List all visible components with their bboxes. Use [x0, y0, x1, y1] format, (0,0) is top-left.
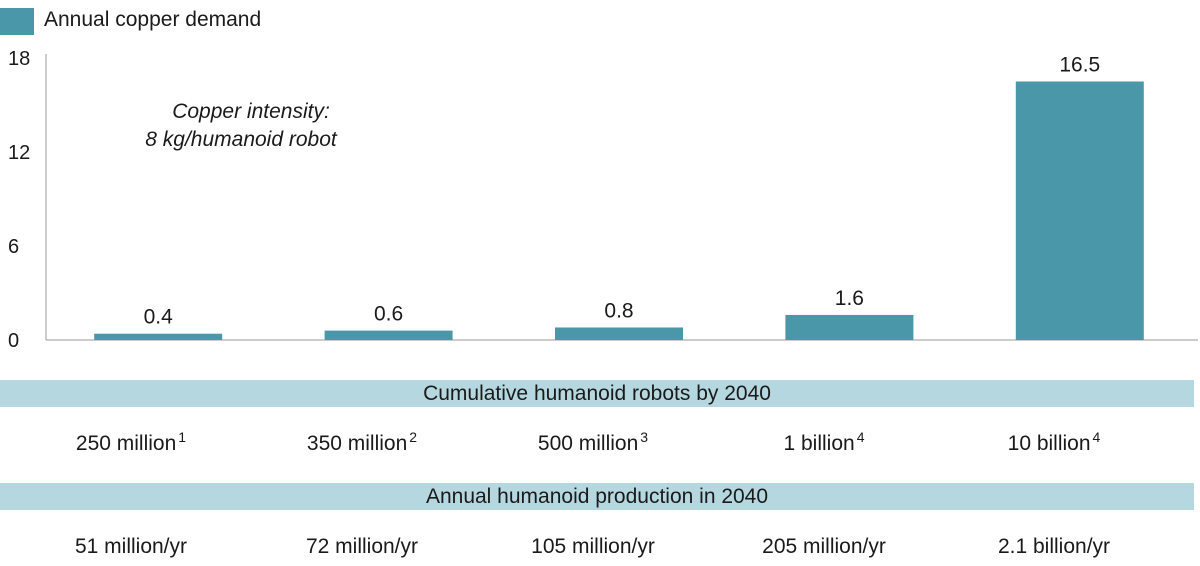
production-cell: 105 million/yr — [531, 535, 655, 558]
production-header: Annual humanoid production in 2040 — [0, 483, 1194, 510]
bar-chart: 0 6 12 18 0.4 0.6 0.8 1.6 16.5 Copper intensity… — [8, 48, 1198, 352]
cumulative-row: 250 million 1 350 million 2 500 million 3 1… — [0, 429, 1200, 462]
y-tick-label: 18 — [8, 48, 30, 70]
bar — [785, 314, 914, 340]
bar-value-label: 16.5 — [1059, 54, 1100, 77]
bar — [324, 330, 453, 340]
y-tick-label: 12 — [8, 142, 30, 164]
bars: 0.4 0.6 0.8 1.6 16.5 — [94, 54, 1144, 340]
annotation-line-2: 8 kg/humanoid robot — [145, 128, 338, 151]
cumulative-header: Cumulative humanoid robots by 2040 — [0, 380, 1194, 407]
annotation-line-1: Copper intensity: — [172, 100, 330, 123]
legend-label: Annual copper demand — [44, 8, 262, 31]
cumulative-cell: 1 billion 4 — [783, 429, 865, 455]
production-cell: 51 million/yr — [74, 535, 188, 558]
bar — [1015, 81, 1144, 340]
production-cell: 205 million/yr — [762, 535, 886, 558]
cumulative-cell: 500 million 3 — [537, 429, 649, 455]
bar-value-label: 0.6 — [374, 303, 403, 326]
production-cell: 2.1 billion/yr — [997, 535, 1111, 558]
cumulative-cell: 10 billion 4 — [1007, 429, 1101, 455]
production-row: 51 million/yr 72 million/yr 105 million/… — [0, 535, 1200, 565]
bar — [94, 333, 223, 340]
cumulative-cell: 350 million 2 — [306, 429, 418, 455]
legend-swatch — [0, 8, 34, 35]
bar — [555, 327, 683, 340]
production-cell: 72 million/yr — [305, 535, 419, 558]
y-tick-label: 6 — [8, 236, 19, 258]
bar-value-label: 0.4 — [144, 306, 174, 329]
y-tick-label: 0 — [8, 330, 19, 352]
bar-value-label: 1.6 — [835, 287, 864, 310]
cumulative-cell: 250 million 1 — [75, 429, 187, 455]
bar-value-label: 0.8 — [604, 299, 633, 322]
